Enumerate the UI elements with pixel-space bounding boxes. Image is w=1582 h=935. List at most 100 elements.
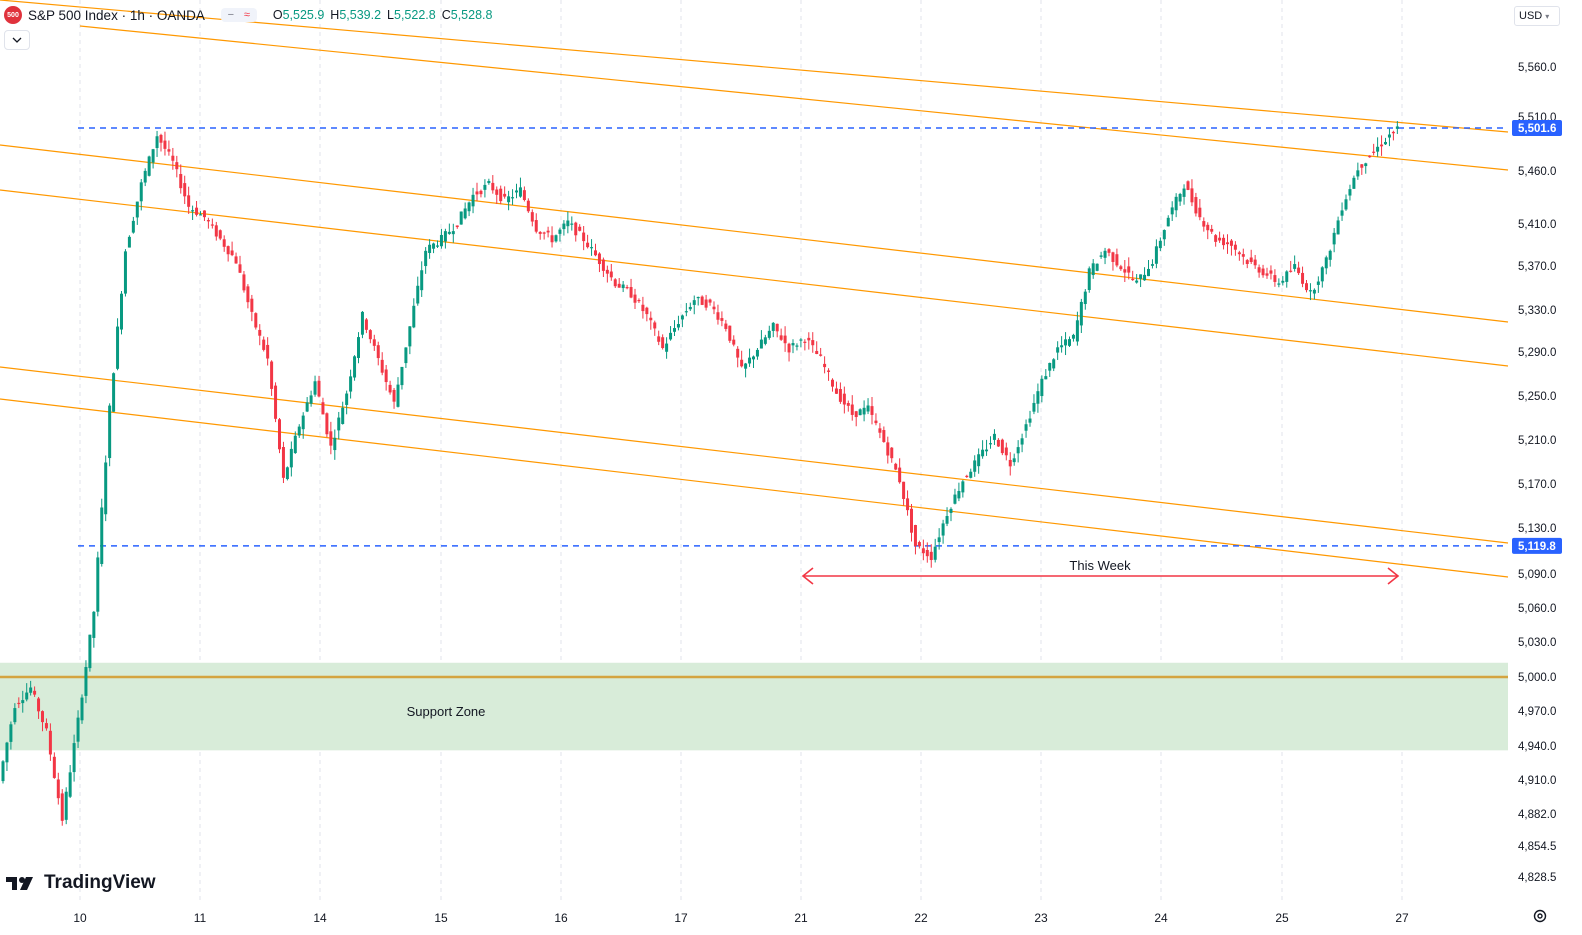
collapse-button[interactable] xyxy=(4,30,30,50)
level-price-badge[interactable] xyxy=(1512,537,1562,554)
gear-icon[interactable] xyxy=(1532,908,1548,928)
candle-body xyxy=(1348,189,1352,196)
candle-body xyxy=(1103,250,1107,258)
channel-lines[interactable] xyxy=(0,0,1509,578)
candle-body xyxy=(56,779,60,799)
price-tick-label[interactable]: 5,370.0 xyxy=(1518,261,1556,273)
candle-body xyxy=(708,299,712,303)
candle-body xyxy=(542,232,546,234)
candle-body xyxy=(17,702,21,705)
price-tick-label[interactable]: 5,130.0 xyxy=(1518,523,1556,535)
candle-body xyxy=(546,230,550,233)
candle-body xyxy=(1,761,5,782)
channel-line[interactable] xyxy=(79,25,1509,171)
price-tick-label[interactable]: 5,210.0 xyxy=(1518,435,1556,447)
minus-icon[interactable]: − xyxy=(227,9,235,21)
channel-line[interactable] xyxy=(0,0,1509,133)
candle-body xyxy=(969,471,973,478)
price-tick-label[interactable]: 4,882.0 xyxy=(1518,809,1556,821)
channel-line[interactable] xyxy=(0,144,1509,323)
price-tick-label[interactable]: 5,000.0 xyxy=(1518,672,1556,684)
channel-line[interactable] xyxy=(0,366,1509,544)
price-tick-label[interactable]: 5,330.0 xyxy=(1518,305,1556,317)
candle-body xyxy=(846,403,850,406)
time-tick-label[interactable]: 21 xyxy=(794,911,808,925)
price-levels[interactable] xyxy=(78,127,1508,547)
week-label: This Week xyxy=(1069,558,1131,573)
candle-body xyxy=(763,337,767,344)
candle-body xyxy=(479,190,483,195)
time-axis[interactable]: 10 11 14 15 16 17 21 22 23 24 25 27 xyxy=(73,911,1409,925)
time-tick-label[interactable]: 16 xyxy=(554,911,568,925)
price-tick-label[interactable]: 5,030.0 xyxy=(1518,637,1556,649)
candle-body xyxy=(1289,270,1293,272)
candle-body xyxy=(1297,267,1301,274)
candle-body xyxy=(1293,264,1297,269)
time-tick-label[interactable]: 24 xyxy=(1154,911,1168,925)
candle-body xyxy=(744,363,748,369)
week-annotation[interactable]: This Week xyxy=(801,558,1400,585)
candle-body xyxy=(570,223,574,225)
time-tick-label[interactable]: 10 xyxy=(73,911,87,925)
candle-body xyxy=(925,549,929,557)
price-tick-label[interactable]: 4,828.5 xyxy=(1518,872,1556,884)
price-tick-label[interactable]: 5,560.0 xyxy=(1518,62,1556,74)
candle-body xyxy=(1000,439,1004,454)
price-tick-label[interactable]: 5,250.0 xyxy=(1518,391,1556,403)
candle-body xyxy=(661,337,665,349)
candle-body xyxy=(274,385,278,419)
level-price-badge[interactable] xyxy=(1512,119,1562,136)
candle-body xyxy=(945,516,949,524)
candle-body xyxy=(1091,263,1095,276)
symbol-title[interactable]: S&P 500 Index · 1h · OANDA xyxy=(28,7,205,23)
candle-body xyxy=(455,225,459,228)
time-tick-label[interactable]: 25 xyxy=(1275,911,1289,925)
candle-body xyxy=(1127,266,1131,273)
price-tick-label[interactable]: 4,970.0 xyxy=(1518,706,1556,718)
candle-body xyxy=(752,356,755,360)
candle-body xyxy=(641,304,645,312)
price-tick-label[interactable]: 4,910.0 xyxy=(1518,775,1556,787)
candle-body xyxy=(728,325,732,341)
time-tick-label[interactable]: 22 xyxy=(914,911,928,925)
price-tick-label[interactable]: 5,170.0 xyxy=(1518,479,1556,491)
candle-body xyxy=(831,379,834,387)
candle-body xyxy=(1198,207,1202,218)
price-tick-label[interactable]: 4,940.0 xyxy=(1518,741,1556,753)
channel-line[interactable] xyxy=(0,189,1509,367)
candle-body xyxy=(495,189,499,195)
candle-body xyxy=(376,345,380,359)
time-tick-label[interactable]: 11 xyxy=(194,911,207,925)
candle-body xyxy=(108,405,112,459)
price-tick-label[interactable]: 5,060.0 xyxy=(1518,603,1556,615)
candle-body xyxy=(206,220,210,222)
channel-line[interactable] xyxy=(0,398,1509,578)
symbol-logo[interactable]: 500 xyxy=(4,6,22,24)
time-tick-label[interactable]: 27 xyxy=(1395,911,1409,925)
candle-body xyxy=(665,343,669,352)
time-tick-label[interactable]: 14 xyxy=(313,911,327,925)
price-tick-label[interactable]: 4,854.5 xyxy=(1518,841,1556,853)
price-tick-label[interactable]: 5,090.0 xyxy=(1518,569,1556,581)
candle-body xyxy=(700,296,704,305)
price-tick-label[interactable]: 5,460.0 xyxy=(1518,166,1556,178)
candle-body xyxy=(226,246,230,255)
currency-selector[interactable]: USD ▾ xyxy=(1514,6,1560,26)
price-tick-label[interactable]: 5,410.0 xyxy=(1518,219,1556,231)
candle-body xyxy=(917,542,921,547)
candle-body xyxy=(601,259,605,271)
candle-body xyxy=(1253,259,1257,266)
candle-body xyxy=(1391,131,1395,134)
ohlc-low: L5,522.8 xyxy=(387,8,436,22)
price-tick-label[interactable]: 5,290.0 xyxy=(1518,347,1556,359)
candle-body xyxy=(33,690,37,695)
time-tick-label[interactable]: 23 xyxy=(1034,911,1048,925)
tradingview-logo[interactable]: TradingView xyxy=(6,872,156,894)
candle-body xyxy=(317,380,321,397)
time-tick-label[interactable]: 17 xyxy=(674,911,688,925)
price-axis[interactable]: 5,560.05,510.05,460.05,410.05,370.05,330… xyxy=(1512,62,1562,884)
time-tick-label[interactable]: 15 xyxy=(434,911,448,925)
approx-icon[interactable]: ≈ xyxy=(243,9,250,21)
candle-body xyxy=(135,201,139,218)
